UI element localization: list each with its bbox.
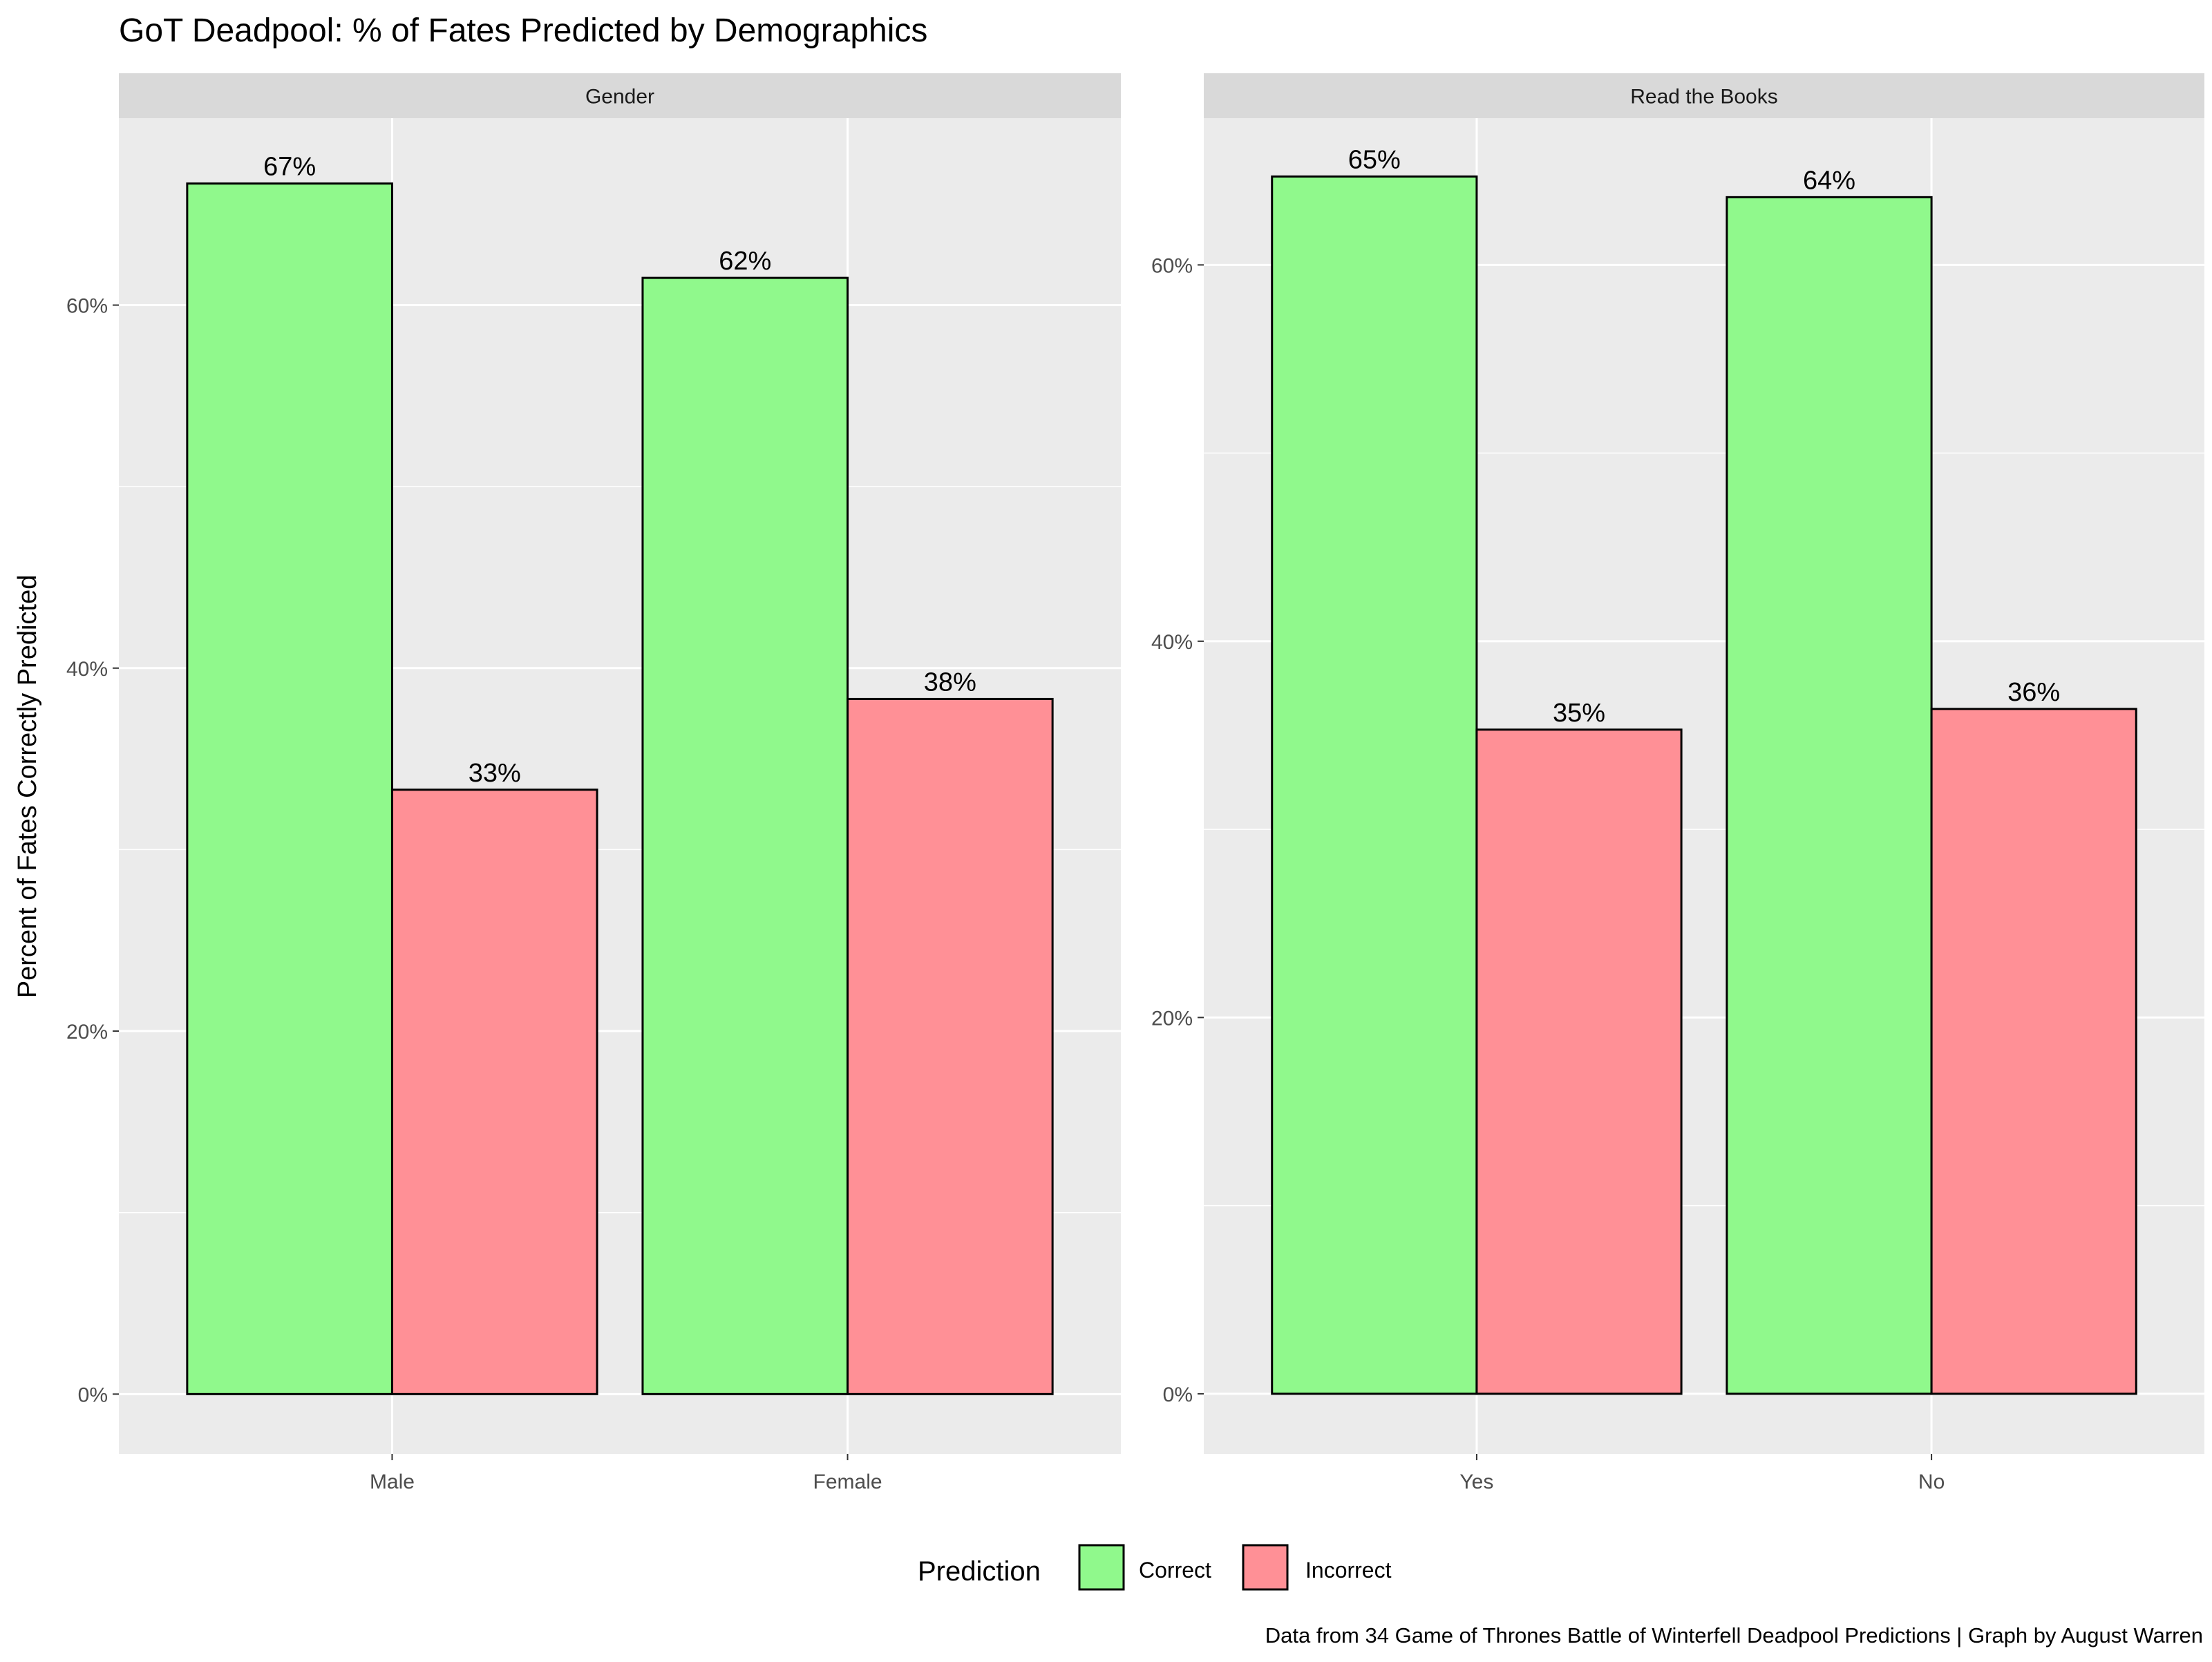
y-tick-label: 0% bbox=[78, 1384, 108, 1406]
bar-incorrect-female bbox=[847, 697, 1054, 1395]
caption: Data from 34 Game of Thrones Battle of W… bbox=[1265, 1623, 2203, 1647]
y-tick-label: 60% bbox=[1151, 254, 1193, 277]
x-tick-label: Male bbox=[370, 1471, 415, 1493]
bar-incorrect-yes bbox=[1475, 728, 1683, 1395]
y-tick-label: 40% bbox=[1151, 631, 1193, 654]
legend-swatch-incorrect bbox=[1242, 1544, 1289, 1591]
y-axis-label: Percent of Fates Correctly Predicted bbox=[13, 575, 42, 998]
facet-strip bbox=[1204, 73, 2204, 118]
legend-title: Prediction bbox=[918, 1556, 1041, 1587]
x-tick-label: No bbox=[1918, 1471, 1945, 1493]
bar-data-label: 36% bbox=[2007, 678, 2060, 707]
facet-strip bbox=[119, 73, 1121, 118]
y-tick-label: 20% bbox=[66, 1021, 108, 1044]
legend-label-correct: Correct bbox=[1139, 1558, 1211, 1583]
bar-data-label: 35% bbox=[1553, 699, 1605, 728]
bar-incorrect-no bbox=[1930, 708, 2137, 1395]
x-tick-label: Female bbox=[813, 1471, 882, 1493]
bar-data-label: 64% bbox=[1803, 166, 1855, 195]
bar-incorrect-male bbox=[390, 788, 598, 1395]
bar-correct-female bbox=[641, 276, 849, 1395]
panel-1: Read the Books 0% 20% 40% 60% Yes No 65% 64% 35% 3… bbox=[1151, 73, 2204, 1493]
facet-strip-label: Read the Books bbox=[1630, 86, 1777, 108]
y-tick-label: 40% bbox=[66, 658, 108, 681]
bar-correct-no bbox=[1726, 196, 1933, 1395]
y-tick-label: 60% bbox=[66, 295, 108, 318]
y-tick-label: 0% bbox=[1163, 1384, 1193, 1406]
bar-data-label: 33% bbox=[469, 759, 521, 788]
bar-correct-male bbox=[186, 182, 393, 1395]
y-tick-label: 20% bbox=[1151, 1007, 1193, 1030]
chart-title: GoT Deadpool: % of Fates Predicted by De… bbox=[119, 12, 927, 49]
bar-data-label: 62% bbox=[719, 247, 771, 276]
legend-label-incorrect: Incorrect bbox=[1305, 1558, 1392, 1583]
bar-data-label: 38% bbox=[924, 668, 976, 697]
bar-data-label: 65% bbox=[1348, 145, 1401, 174]
legend-swatch-correct bbox=[1078, 1544, 1125, 1591]
x-tick-label: Yes bbox=[1459, 1471, 1493, 1493]
bar-data-label: 67% bbox=[263, 153, 316, 182]
facet-strip-label: Gender bbox=[585, 86, 654, 108]
legend: Prediction Correct Incorrect bbox=[918, 1544, 1392, 1591]
bar-correct-yes bbox=[1271, 175, 1478, 1395]
panel-0: Gender 0% 20% 40% 60% Male Female 67% 62% 33% 38% bbox=[66, 73, 1121, 1493]
